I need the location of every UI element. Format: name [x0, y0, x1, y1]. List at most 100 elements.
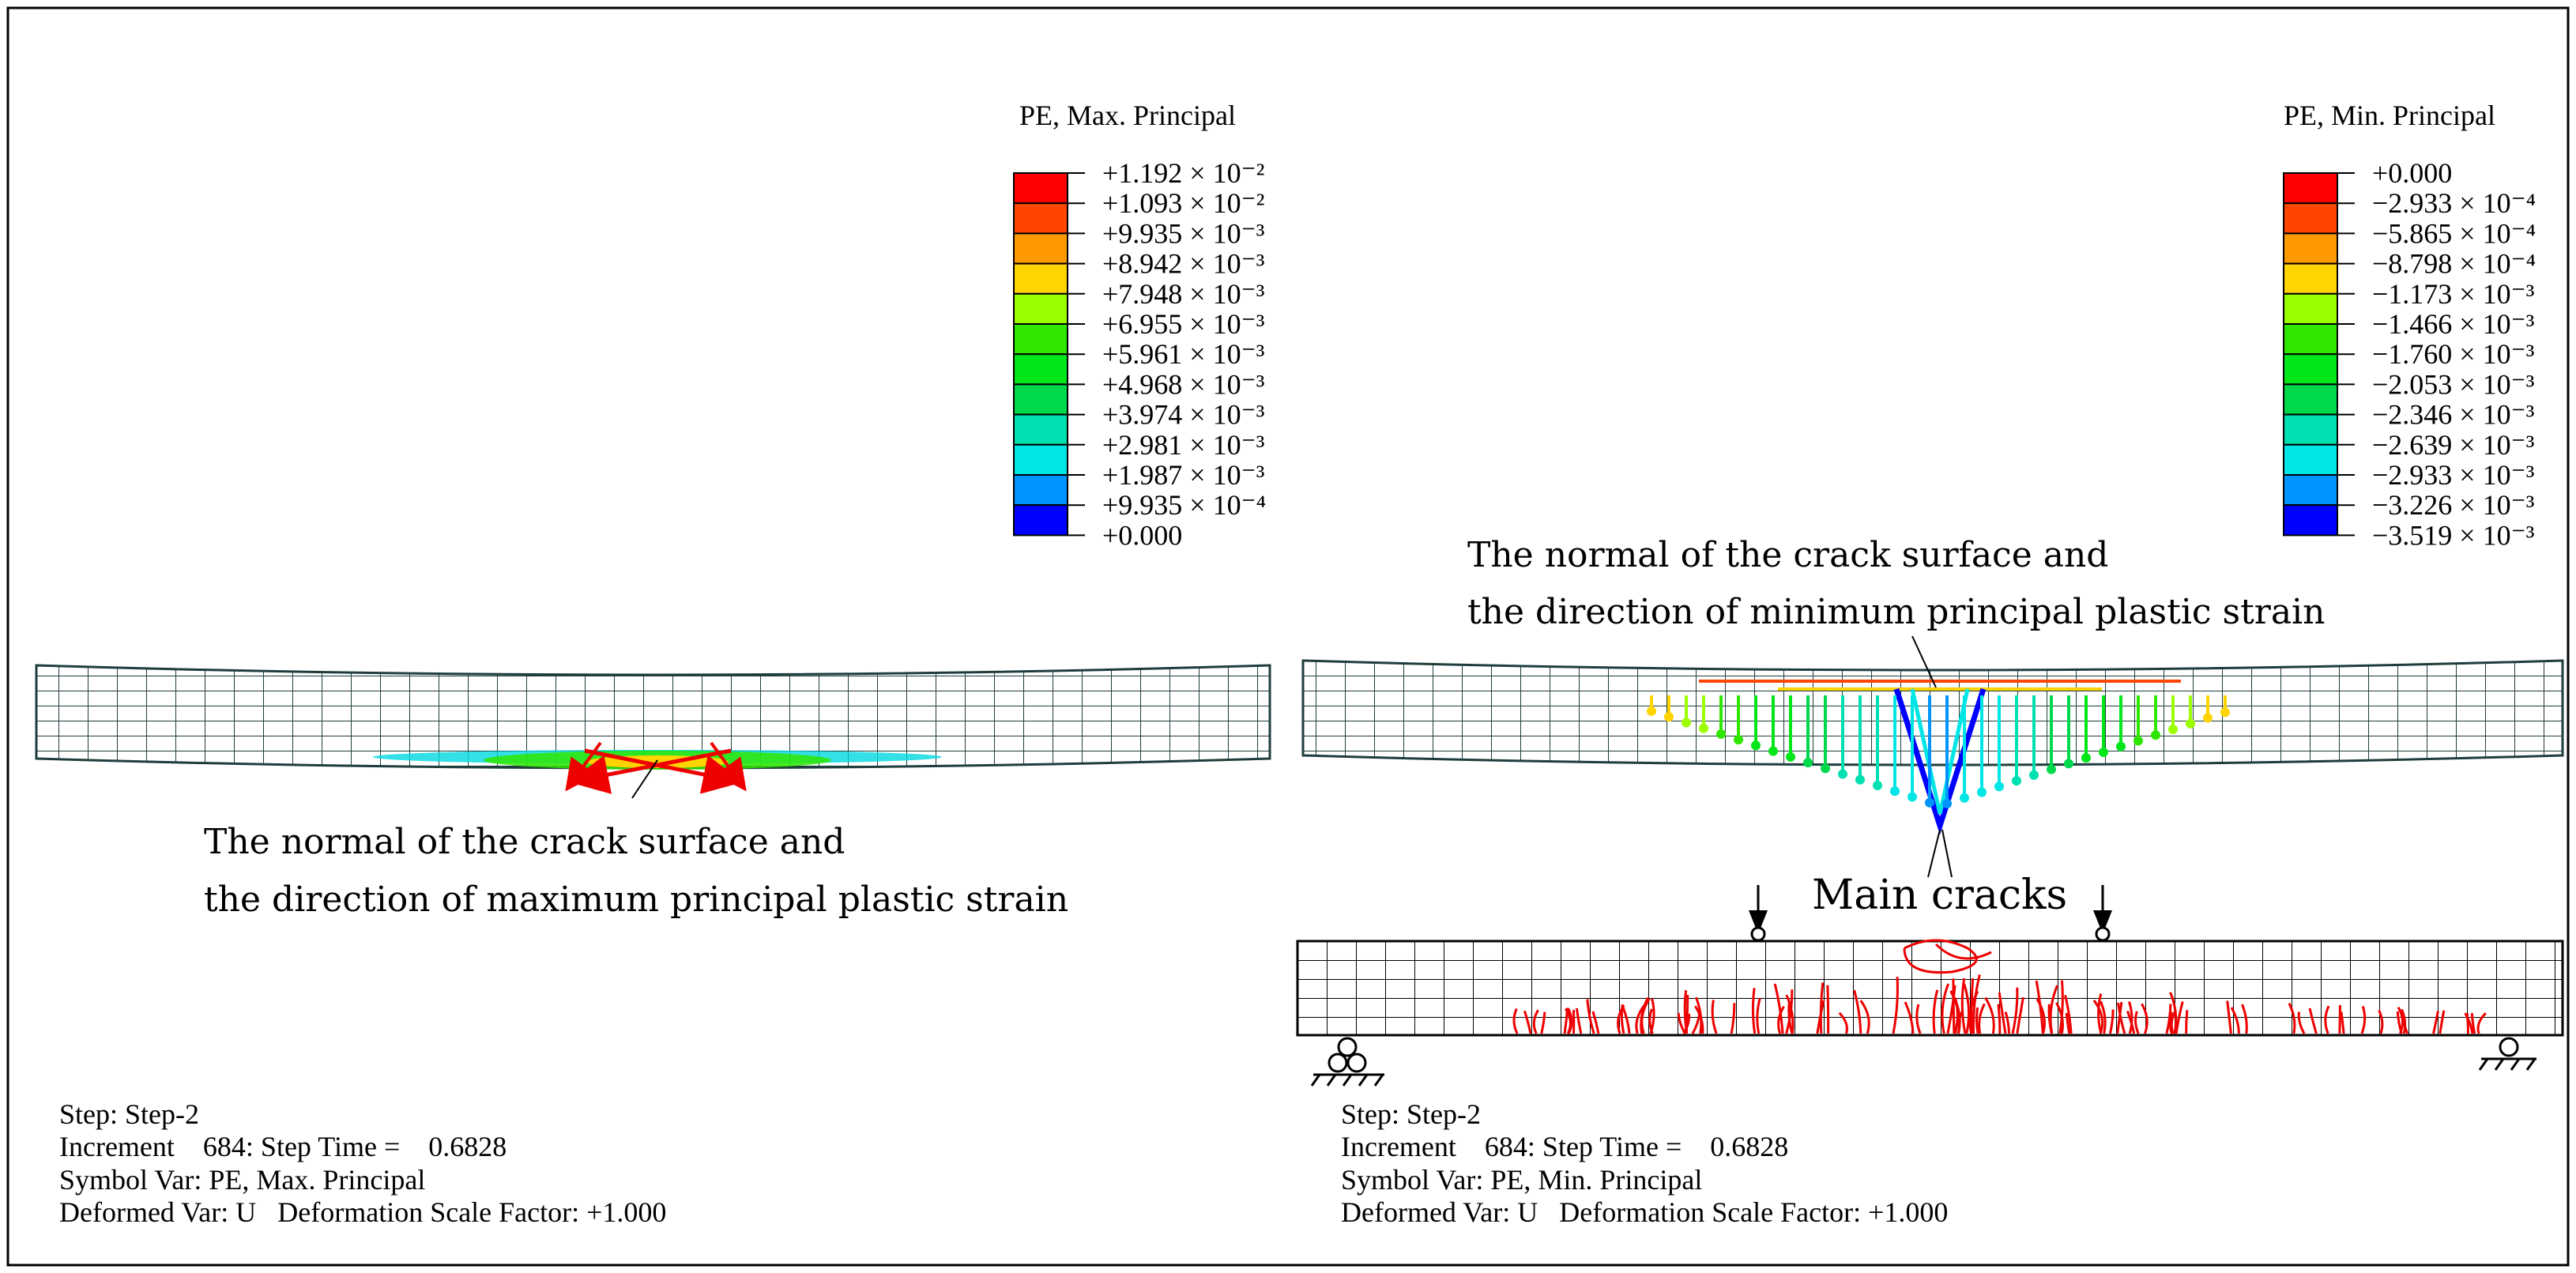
crack — [2099, 1000, 2107, 1034]
crack — [1904, 1001, 1915, 1034]
legend-label: +7.948 × 10⁻³ — [1102, 278, 1265, 310]
legend-band — [2283, 474, 2338, 507]
crack — [1564, 1007, 1572, 1034]
crack — [1640, 998, 1651, 1034]
strain-glyph — [1699, 723, 1708, 733]
crack — [1838, 1011, 1848, 1034]
crack — [2035, 980, 2044, 1034]
support — [1310, 1037, 2536, 1087]
strain-glyph — [1786, 751, 1795, 762]
info-line: Increment 684: Step Time = 0.6828 — [59, 1131, 507, 1162]
strain-glyph — [1734, 735, 1743, 745]
crack — [1773, 983, 1784, 1034]
legend-band — [1013, 413, 1068, 446]
strain-glyph — [1682, 717, 1691, 728]
strain-glyph — [1977, 787, 1987, 797]
crack — [1975, 1007, 1979, 1034]
crack — [1591, 1011, 1600, 1034]
strain-glyph — [1803, 758, 1813, 768]
crack — [2288, 1002, 2296, 1034]
legend-label: −2.933 × 10⁻⁴ — [2372, 187, 2536, 219]
legend: PE, Max. Principal +1.192 × 10⁻²+1.093 × … — [1013, 100, 1266, 551]
legend-band — [2283, 443, 2338, 476]
crack — [2297, 1011, 2306, 1034]
left-beam — [35, 664, 1271, 799]
legend-label: +3.974 × 10⁻³ — [1102, 399, 1265, 431]
crack-label: Main cracks — [1812, 872, 2067, 919]
legend-band — [2283, 232, 2338, 265]
crack — [2439, 1010, 2446, 1034]
crack — [2338, 1004, 2341, 1034]
crack — [2165, 1004, 2172, 1034]
legend-label: +2.981 × 10⁻³ — [1102, 429, 1265, 461]
crack — [2058, 980, 2064, 1034]
crack — [2401, 1008, 2407, 1034]
crack — [1751, 988, 1757, 1034]
strain-glyph — [1873, 781, 1882, 791]
legend: PE, Min. Principal +0.000−2.933 × 10⁻⁴−5.… — [2283, 100, 2536, 551]
load — [1749, 885, 2112, 942]
legend-label: +5.961 × 10⁻³ — [1102, 338, 1265, 370]
strain-glyph — [2220, 707, 2230, 717]
crack — [2340, 1011, 2345, 1034]
legend-label: +1.987 × 10⁻³ — [1102, 459, 1265, 491]
strain-glyph — [2081, 753, 2091, 763]
legend-label: −2.933 × 10⁻³ — [2372, 459, 2535, 491]
legend-band — [2283, 292, 2338, 325]
strain-glyph — [1716, 729, 1726, 739]
info-line: Symbol Var: PE, Max. Principal — [59, 1164, 425, 1196]
crack — [2011, 987, 2019, 1034]
crack — [2432, 1011, 2439, 1034]
crack — [1512, 1007, 1519, 1034]
strain-glyph — [2116, 741, 2126, 751]
crack — [1586, 999, 1595, 1034]
crack — [2396, 1011, 2403, 1034]
crack — [2470, 1013, 2476, 1034]
legend-band — [2283, 202, 2338, 235]
legend-band — [2283, 383, 2338, 416]
strain-glyph — [2047, 764, 2056, 774]
legend-label: −1.466 × 10⁻³ — [2372, 308, 2535, 340]
crack — [1859, 1000, 1870, 1034]
crack — [2226, 1000, 2232, 1034]
legend-band — [1013, 504, 1068, 537]
crack — [1960, 977, 1967, 1034]
crack — [2360, 1006, 2367, 1034]
crack — [2109, 1009, 2115, 1034]
crack — [1756, 998, 1761, 1034]
legend-label: −5.865 × 10⁻⁴ — [2372, 217, 2536, 249]
crack — [1575, 1007, 1583, 1034]
legend-band — [1013, 232, 1068, 265]
annotation: The normal of the crack surface and — [1467, 535, 2108, 575]
legend-band — [1013, 202, 1068, 235]
crack — [2065, 1012, 2071, 1034]
annotation: The normal of the crack surface and — [204, 822, 845, 862]
crack — [1777, 1005, 1785, 1034]
legend-band — [1013, 443, 1068, 476]
legend-label: −3.519 × 10⁻³ — [2372, 519, 2535, 551]
legend-band — [1013, 292, 1068, 325]
legend-label: +0.000 — [2372, 157, 2452, 189]
crack — [1963, 983, 1971, 1034]
crack — [1523, 1010, 1532, 1034]
annotation: the direction of maximum principal plast… — [204, 879, 1068, 920]
frame — [6, 6, 2570, 1267]
info-line: Step: Step-2 — [59, 1098, 199, 1130]
strain-glyph — [2203, 713, 2213, 723]
legend-label: +0.000 — [1102, 519, 1182, 551]
right-beam — [1301, 635, 2564, 878]
legend-label: +1.093 × 10⁻² — [1102, 187, 1264, 219]
info-line: Symbol Var: PE, Min. Principal — [1341, 1164, 1702, 1196]
legend-band — [1013, 323, 1068, 356]
legend-title: PE, Min. Principal — [2284, 100, 2495, 131]
legend-band — [1013, 383, 1068, 416]
crack — [1997, 1004, 2002, 1034]
info-line: Deformed Var: U Deformation Scale Factor… — [59, 1196, 666, 1228]
crack — [1978, 1003, 1986, 1034]
crack — [2117, 1002, 2126, 1034]
strain-glyph — [1890, 786, 1900, 797]
crack — [1984, 996, 1995, 1034]
crack — [2097, 993, 2103, 1034]
crack — [1694, 996, 1703, 1034]
